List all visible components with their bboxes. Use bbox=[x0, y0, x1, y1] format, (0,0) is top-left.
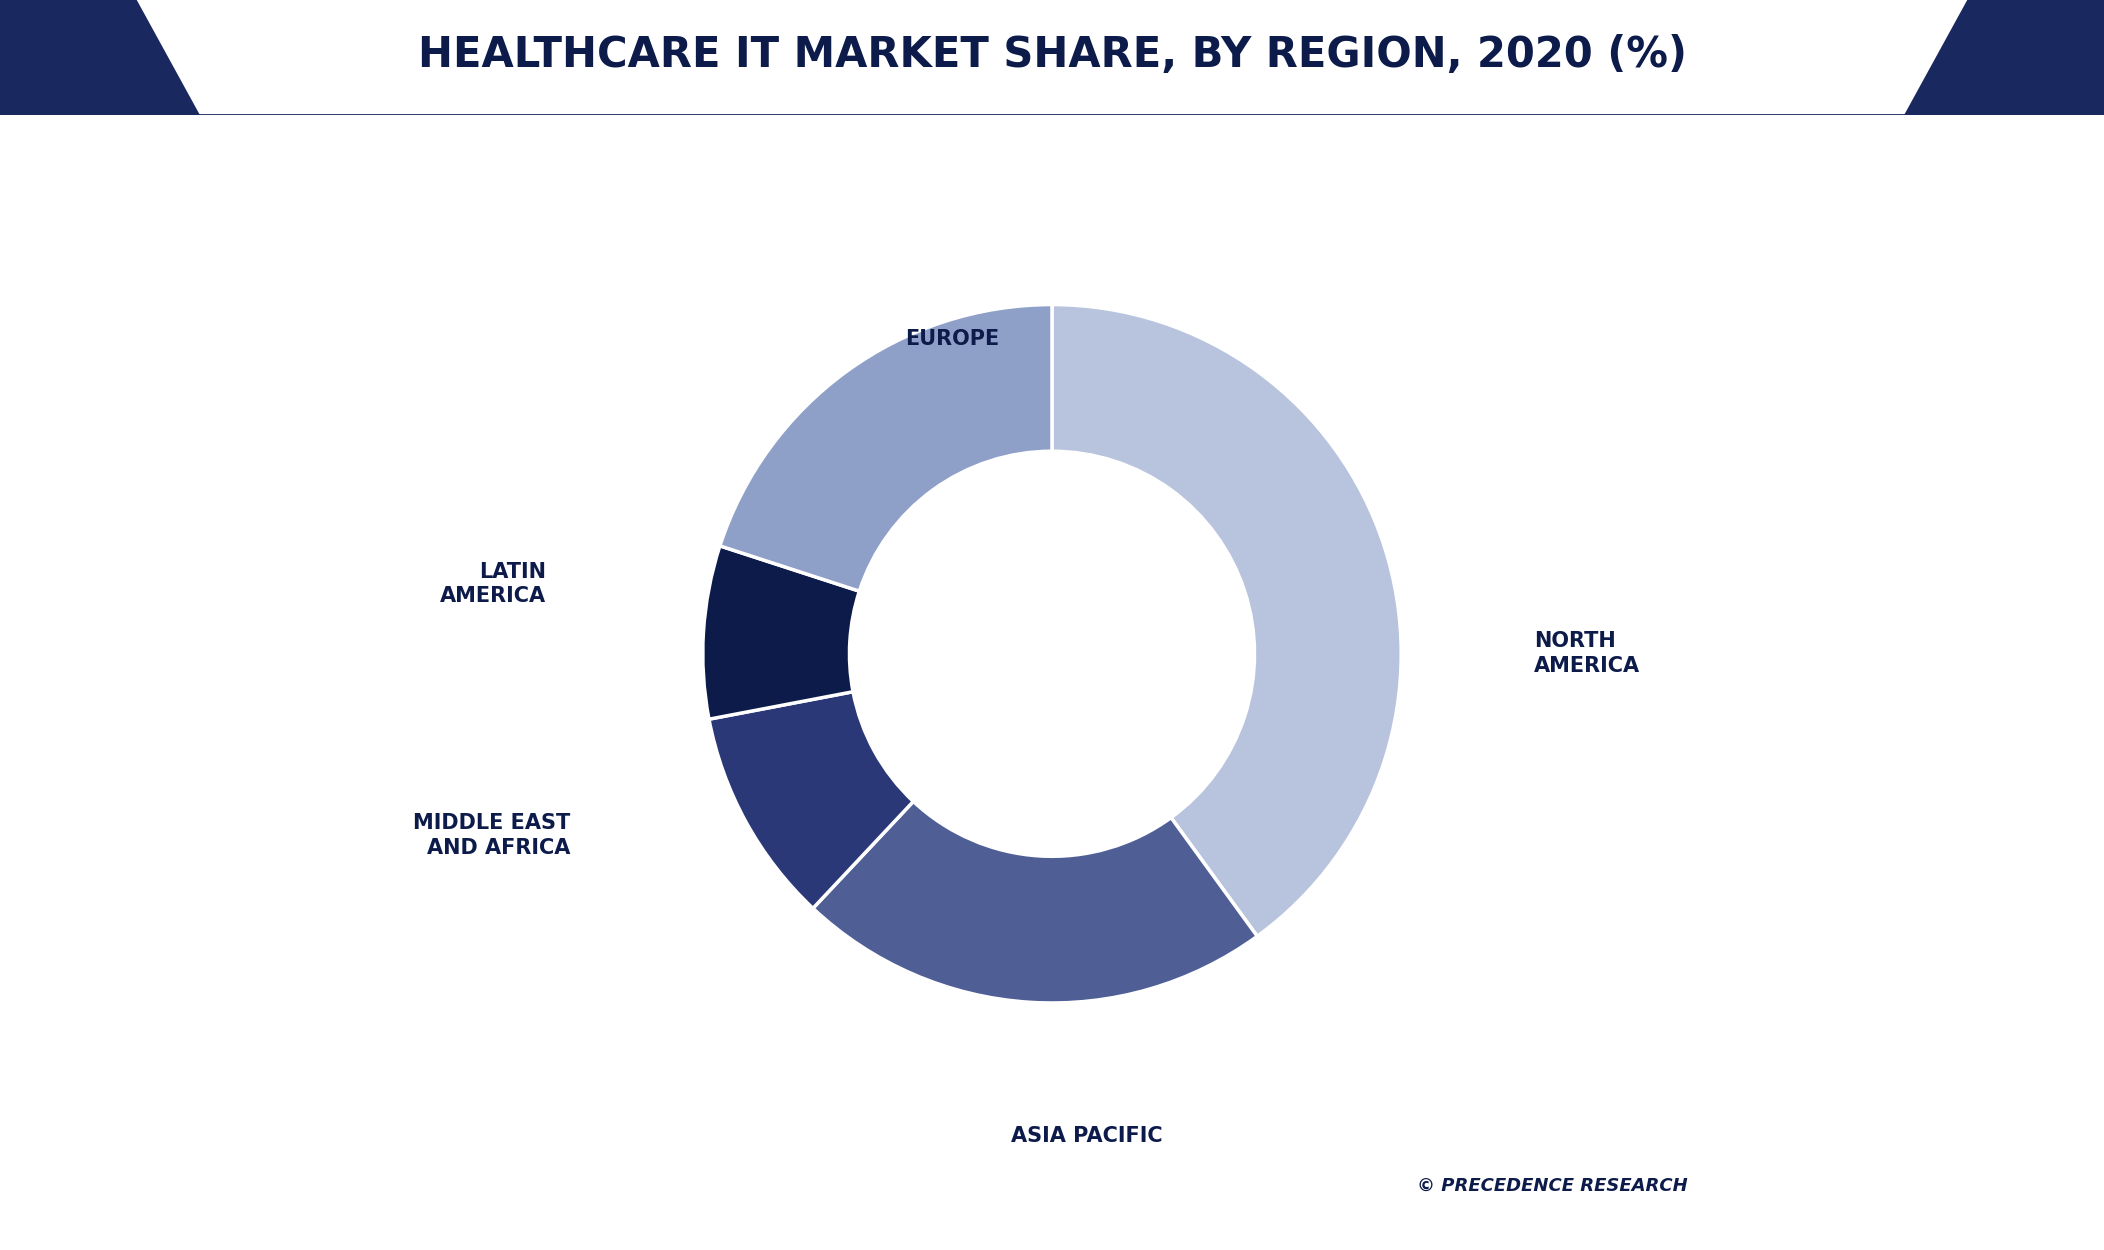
Polygon shape bbox=[0, 0, 200, 115]
Text: ASIA PACIFIC: ASIA PACIFIC bbox=[1012, 1126, 1164, 1146]
Wedge shape bbox=[709, 691, 913, 909]
Text: LATIN
AMERICA: LATIN AMERICA bbox=[440, 561, 545, 606]
Text: NORTH
AMERICA: NORTH AMERICA bbox=[1534, 631, 1639, 676]
Wedge shape bbox=[1052, 305, 1401, 936]
Text: MIDDLE EAST
AND AFRICA: MIDDLE EAST AND AFRICA bbox=[412, 812, 570, 858]
Text: HEALTHCARE IT MARKET SHARE, BY REGION, 2020 (%): HEALTHCARE IT MARKET SHARE, BY REGION, 2… bbox=[417, 34, 1687, 76]
Wedge shape bbox=[703, 546, 858, 719]
Wedge shape bbox=[812, 801, 1258, 1002]
Text: EUROPE: EUROPE bbox=[905, 330, 999, 350]
Wedge shape bbox=[720, 305, 1052, 591]
Polygon shape bbox=[1904, 0, 2104, 115]
Text: © PRECEDENCE RESEARCH: © PRECEDENCE RESEARCH bbox=[1416, 1178, 1687, 1195]
